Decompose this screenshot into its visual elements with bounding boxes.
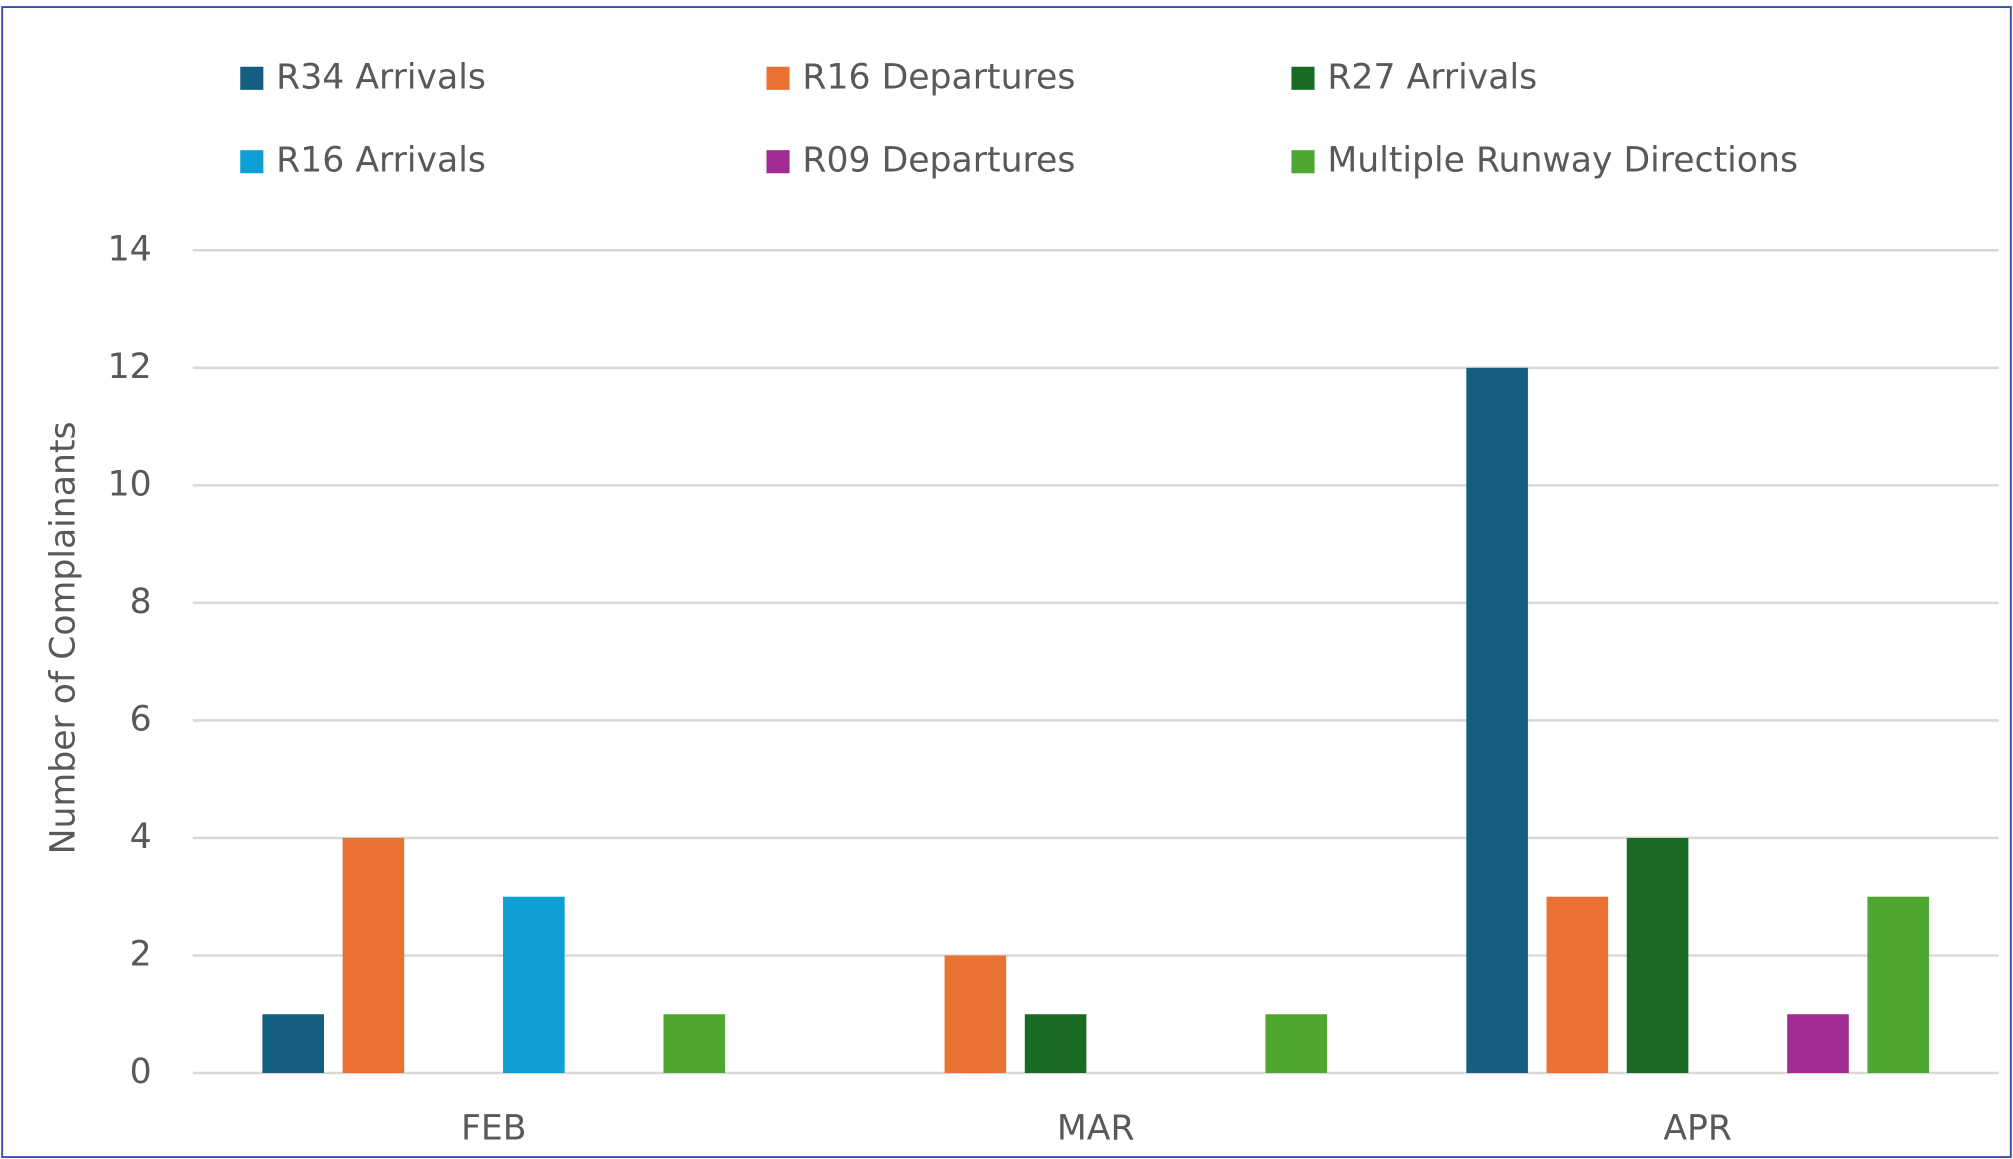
- y-tick-label: 6: [130, 699, 152, 739]
- bar: [1787, 1014, 1849, 1074]
- bar: [663, 1014, 726, 1074]
- bar: [262, 1014, 324, 1074]
- legend-swatch: [1291, 66, 1315, 90]
- bar: [1546, 896, 1609, 1074]
- legend-label: Multiple Runway Directions: [1327, 141, 1798, 181]
- legend-label: R16 Departures: [802, 57, 1075, 97]
- bar: [1626, 837, 1689, 1074]
- y-tick-label: 12: [108, 347, 152, 387]
- bar: [1265, 1014, 1328, 1074]
- legend-label: R27 Arrivals: [1327, 57, 1537, 97]
- bar: [1466, 367, 1528, 1074]
- y-tick-label: 8: [130, 582, 152, 622]
- legend-label: R16 Arrivals: [276, 141, 486, 181]
- legend-swatch: [240, 66, 264, 90]
- legend-label: R09 Departures: [802, 141, 1075, 181]
- x-tick-label: APR: [1663, 1108, 1732, 1148]
- y-axis-label: Number of Complainants: [43, 421, 83, 854]
- y-tick-label: 14: [108, 229, 152, 269]
- bar: [1867, 896, 1930, 1074]
- bar: [342, 837, 405, 1074]
- bar: [1024, 1014, 1087, 1074]
- x-tick-label: FEB: [461, 1108, 527, 1148]
- legend-swatch: [766, 150, 790, 174]
- bar: [944, 955, 1007, 1074]
- legend-swatch: [1291, 150, 1315, 174]
- x-tick-label: MAR: [1057, 1108, 1135, 1148]
- y-tick-label: 0: [130, 1052, 152, 1092]
- bar: [503, 896, 565, 1074]
- legend-label: R34 Arrivals: [276, 57, 486, 97]
- y-tick-label: 2: [130, 934, 152, 974]
- y-tick-label: 10: [108, 464, 152, 504]
- legend-swatch: [240, 150, 264, 174]
- legend-swatch: [766, 66, 790, 90]
- y-tick-label: 4: [130, 817, 152, 857]
